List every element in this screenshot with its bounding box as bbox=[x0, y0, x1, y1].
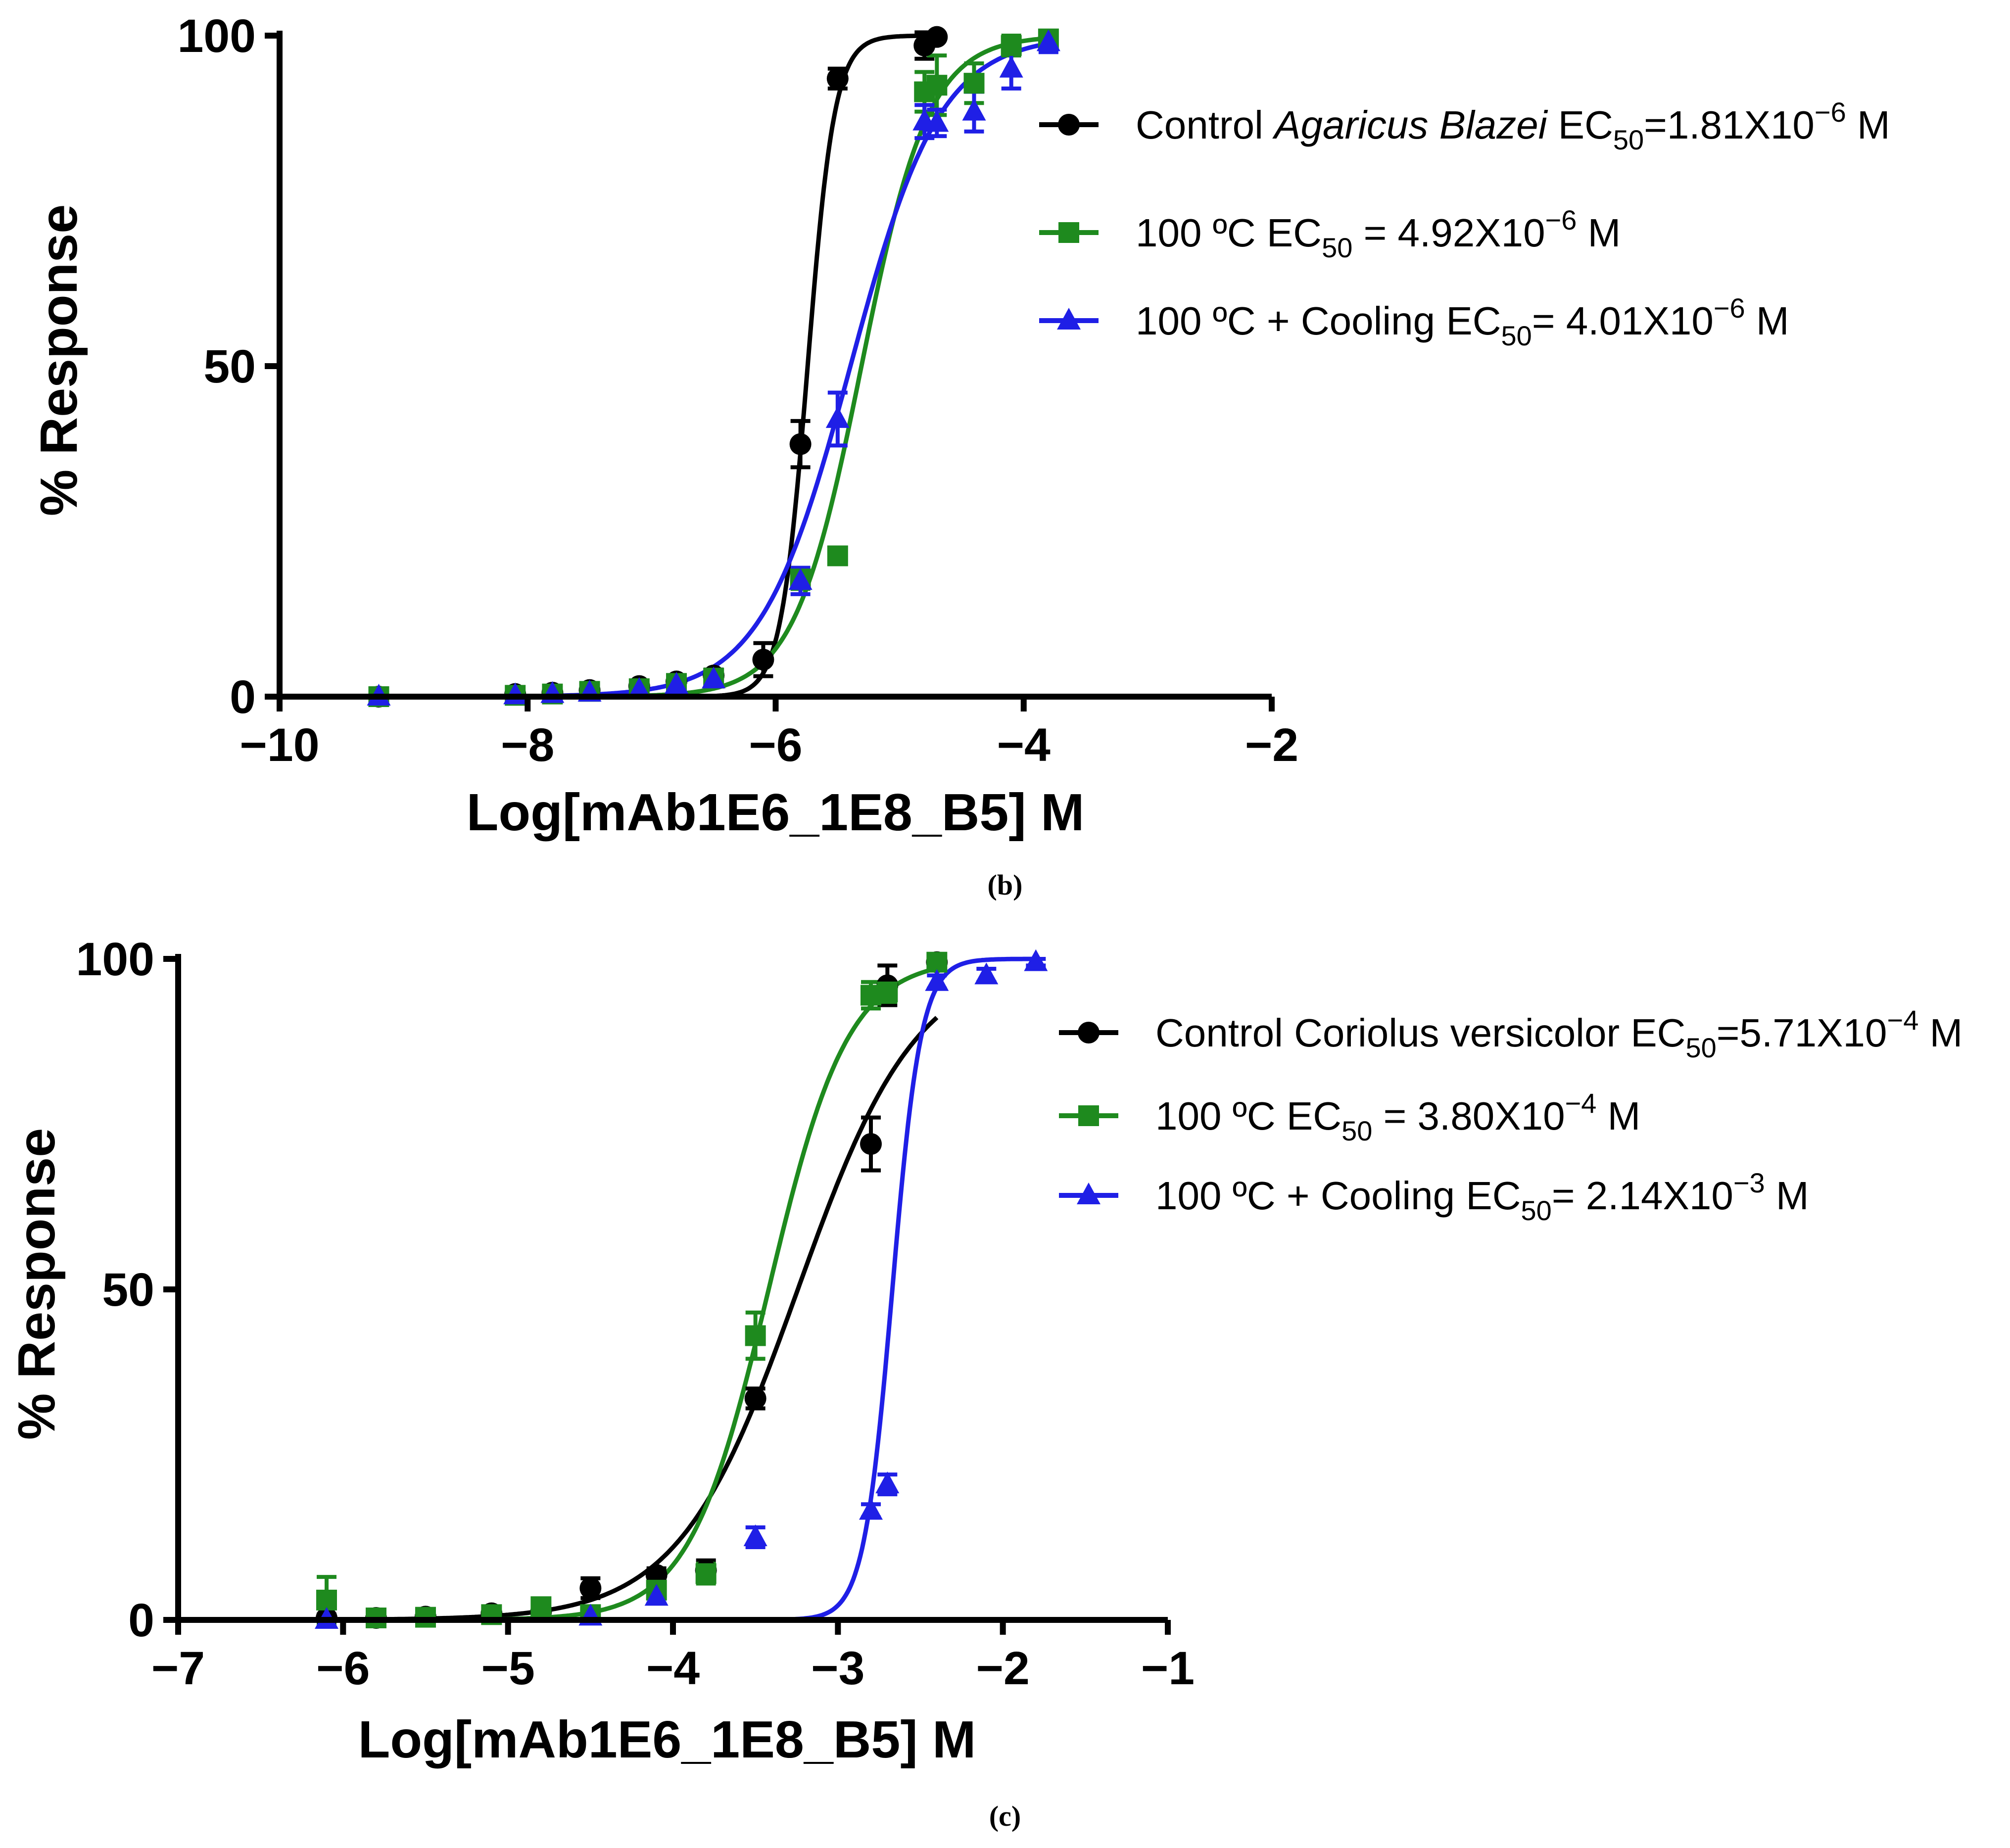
panel-c-label: (c) bbox=[989, 1800, 1021, 1832]
data-point-circle bbox=[579, 1577, 602, 1599]
y-tick-label: 0 bbox=[128, 1594, 154, 1647]
legend-marker-triangle bbox=[1057, 308, 1081, 330]
data-point-square bbox=[745, 1325, 766, 1346]
x-tick-label: −2 bbox=[976, 1642, 1030, 1695]
panel-b: 0 50 100 −10 −8 −6 −4 −2 % Response Log[mAb1E6… bbox=[30, 10, 1890, 901]
legend-marker-square bbox=[1058, 222, 1079, 243]
y-tick-label: 50 bbox=[102, 1264, 154, 1316]
x-tick-label: −3 bbox=[811, 1642, 864, 1695]
x-tick-label: −8 bbox=[501, 719, 554, 771]
fit-curve-square bbox=[379, 36, 1049, 699]
legend-label: 100 ºC EC50 = 3.80X10−4 M bbox=[1155, 1088, 1640, 1146]
data-point-circle bbox=[744, 1387, 766, 1410]
data-point-triangle bbox=[999, 55, 1023, 78]
legend-item: 100 ºC + Cooling EC50= 2.14X10−3 M bbox=[1059, 1167, 1809, 1226]
x-tick-label: −5 bbox=[481, 1642, 535, 1695]
data-point-circle bbox=[860, 1133, 882, 1155]
x-tick-label: −7 bbox=[151, 1642, 205, 1695]
y-tick-label: 50 bbox=[203, 340, 256, 393]
panel-b-points bbox=[367, 26, 1060, 708]
panel-b-x-ticks: −10 −8 −6 −4 −2 bbox=[239, 697, 1298, 771]
panel-c-x-axis-title: Log[mAb1E6_1E8_B5] M bbox=[358, 1710, 976, 1769]
data-point-triangle bbox=[627, 677, 651, 699]
data-point-triangle bbox=[925, 110, 949, 132]
data-point-triangle bbox=[974, 962, 999, 985]
data-point-circle bbox=[789, 433, 812, 455]
panel-b-label: (b) bbox=[988, 869, 1023, 901]
panel-b-x-axis-title: Log[mAb1E6_1E8_B5] M bbox=[467, 783, 1085, 842]
fit-curve-triangle bbox=[327, 956, 1036, 1622]
x-tick-label: −4 bbox=[646, 1642, 700, 1695]
data-point-circle bbox=[926, 26, 948, 48]
x-tick-label: −10 bbox=[239, 719, 319, 771]
legend-item: Control Agaricus Blazei EC50=1.81X10−6 M bbox=[1039, 96, 1890, 155]
legend-marker-circle bbox=[1058, 114, 1080, 136]
legend-label: Control Coriolus versicolor EC50=5.71X10… bbox=[1155, 1004, 1962, 1063]
panel-b-legend: Control Agaricus Blazei EC50=1.81X10−6 M… bbox=[1039, 96, 1890, 351]
panel-c-curves bbox=[327, 956, 1036, 1622]
panel-c: 0 50 100 −7 −6 −5 −4 −3 −2 −1 % Response Log[mAb… bbox=[7, 933, 1962, 1832]
data-point-square bbox=[926, 951, 948, 973]
legend-marker-circle bbox=[1078, 1022, 1100, 1043]
panel-b-curves bbox=[379, 33, 1049, 699]
data-point-triangle bbox=[875, 1471, 900, 1494]
panel-b-y-axis-title: % Response bbox=[30, 204, 88, 516]
legend-item: 100 ºC + Cooling EC50= 4.01X10−6 M bbox=[1039, 292, 1789, 351]
legend-label: 100 ºC + Cooling EC50= 4.01X10−6 M bbox=[1136, 292, 1789, 351]
x-tick-label: −2 bbox=[1245, 719, 1298, 771]
panel-c-x-ticks: −7 −6 −5 −4 −3 −2 −1 bbox=[151, 1620, 1195, 1695]
data-point-triangle bbox=[702, 666, 726, 689]
data-point-triangle bbox=[925, 969, 949, 991]
fit-curve-square bbox=[327, 966, 938, 1622]
legend-item: 100 ºC EC50 = 4.92X10−6 M bbox=[1039, 204, 1621, 263]
panel-c-y-ticks: 0 50 100 bbox=[76, 933, 178, 1647]
fit-curve-triangle bbox=[379, 41, 1049, 699]
x-tick-label: −6 bbox=[316, 1642, 370, 1695]
legend-marker-square bbox=[1078, 1105, 1099, 1126]
y-tick-label: 100 bbox=[76, 933, 154, 986]
data-point-circle bbox=[752, 649, 774, 671]
legend-item: 100 ºC EC50 = 3.80X10−4 M bbox=[1059, 1088, 1640, 1146]
legend-label: 100 ºC EC50 = 4.92X10−6 M bbox=[1136, 204, 1621, 263]
data-point-triangle bbox=[644, 1584, 669, 1606]
data-point-triangle bbox=[859, 1498, 883, 1520]
data-point-triangle bbox=[825, 406, 850, 428]
panel-c-legend: Control Coriolus versicolor EC50=5.71X10… bbox=[1059, 1004, 1962, 1226]
legend-label: 100 ºC + Cooling EC50= 2.14X10−3 M bbox=[1155, 1167, 1809, 1226]
data-point-triangle bbox=[1036, 29, 1060, 51]
data-point-square bbox=[695, 1563, 717, 1584]
x-tick-label: −4 bbox=[997, 719, 1051, 771]
data-point-circle bbox=[826, 67, 849, 90]
legend-marker-triangle bbox=[1077, 1183, 1101, 1204]
data-point-square bbox=[1001, 35, 1022, 56]
panel-c-points bbox=[315, 949, 1048, 1629]
panel-c-y-axis-title: % Response bbox=[7, 1128, 66, 1440]
data-point-square bbox=[877, 981, 898, 1002]
data-point-square bbox=[926, 75, 948, 96]
data-point-triangle bbox=[665, 671, 688, 694]
data-point-square bbox=[963, 73, 985, 94]
panel-b-y-ticks: 0 50 100 bbox=[177, 10, 280, 723]
data-point-triangle bbox=[743, 1524, 767, 1546]
legend-label: Control Agaricus Blazei EC50=1.81X10−6 M bbox=[1136, 96, 1890, 155]
data-point-triangle bbox=[1024, 949, 1048, 971]
fit-curve-circle bbox=[379, 33, 937, 699]
data-point-square bbox=[316, 1589, 337, 1611]
data-point-square bbox=[530, 1596, 552, 1617]
legend-item: Control Coriolus versicolor EC50=5.71X10… bbox=[1059, 1004, 1962, 1063]
y-tick-label: 100 bbox=[177, 10, 256, 62]
panel-b-error-bars bbox=[505, 30, 1058, 700]
data-point-triangle bbox=[962, 98, 986, 121]
data-point-square bbox=[827, 545, 848, 567]
x-tick-label: −1 bbox=[1141, 1642, 1195, 1695]
fit-curve-circle bbox=[327, 1016, 939, 1622]
x-tick-label: −6 bbox=[749, 719, 802, 771]
y-tick-label: 0 bbox=[230, 671, 256, 723]
data-point-triangle bbox=[788, 568, 813, 590]
panel-c-error-bars bbox=[317, 953, 1046, 1625]
